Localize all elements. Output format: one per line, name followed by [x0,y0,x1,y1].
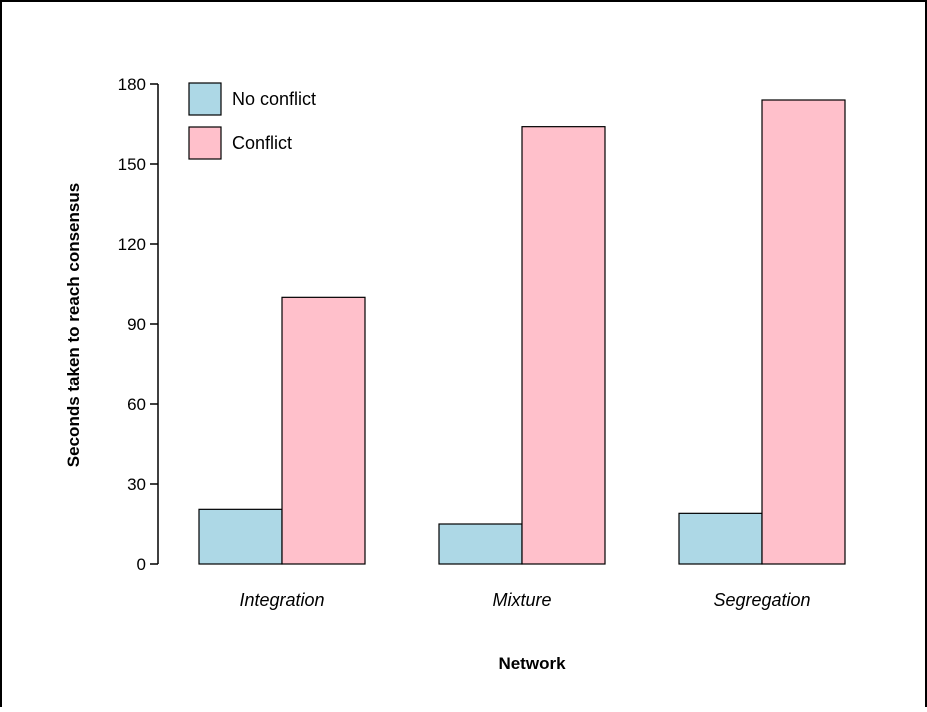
y-tick-label: 0 [137,555,146,574]
y-tick-label: 30 [127,475,146,494]
legend-label: No conflict [232,89,316,109]
bar-segregation-conflict [761,99,846,565]
bar-mixture-conflict [521,126,606,565]
legend-swatch [188,82,222,116]
y-tick-label: 150 [118,155,146,174]
x-category-label: Segregation [713,590,810,610]
x-category-label: Mixture [492,590,551,610]
y-tick-label: 180 [118,75,146,94]
bar-mixture-no-conflict [438,523,523,565]
y-tick-label: 60 [127,395,146,414]
legend-label: Conflict [232,133,292,153]
legend-swatch [188,126,222,160]
y-tick-label: 120 [118,235,146,254]
x-axis-title: Network [498,654,566,673]
bar-integration-no-conflict [198,508,283,565]
legend: No conflict Conflict [188,82,316,160]
y-axis-title: Seconds taken to reach consensus [64,183,83,467]
y-axis: 0 30 60 90 120 150 180 [118,75,159,574]
bar-integration-conflict [281,296,366,565]
bars [198,99,846,565]
y-tick-label: 90 [127,315,146,334]
x-category-label: Integration [239,590,324,610]
bar-segregation-no-conflict [678,512,763,565]
x-category-labels: Integration Mixture Segregation [239,590,810,610]
